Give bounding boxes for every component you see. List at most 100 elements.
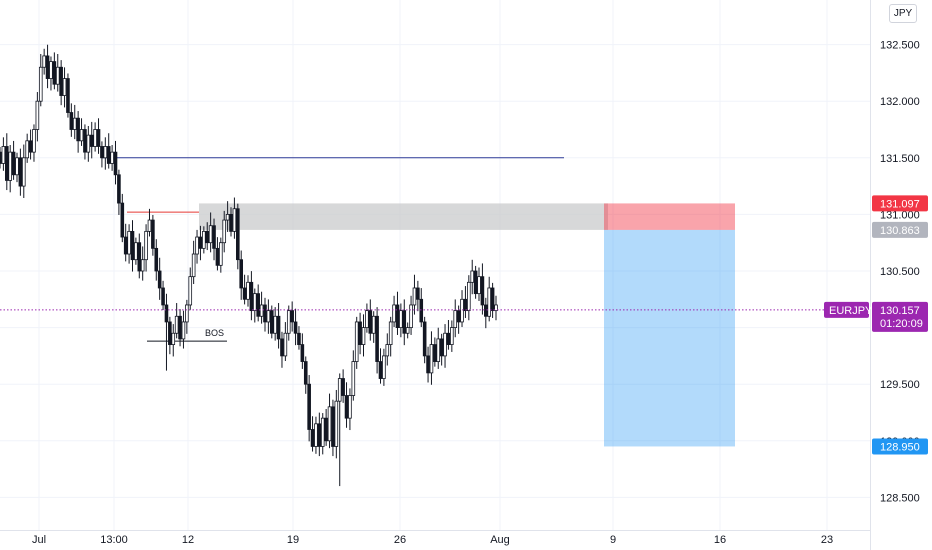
svg-text:130.863: 130.863 xyxy=(880,225,920,237)
currency-button[interactable]: JPY xyxy=(889,4,917,23)
price-tick-label: 131.500 xyxy=(880,153,920,165)
candle xyxy=(69,103,74,137)
candle xyxy=(443,324,447,368)
candle xyxy=(249,271,254,321)
candle xyxy=(198,225,203,261)
candle xyxy=(297,326,301,350)
price-tick-label: 128.500 xyxy=(880,492,920,504)
candle xyxy=(59,60,63,106)
time-axis[interactable]: Jul 13:00 12 19 26 Aug 9 16 23 xyxy=(32,534,833,546)
candle xyxy=(11,140,16,180)
candle xyxy=(283,322,288,361)
candle xyxy=(8,145,12,193)
candle xyxy=(487,276,492,322)
candle xyxy=(385,333,390,366)
candle xyxy=(426,346,430,383)
candle xyxy=(280,331,284,368)
candle xyxy=(266,299,271,334)
candle xyxy=(416,280,420,312)
zone-low-price-tag: 130.863 xyxy=(872,221,928,238)
candle xyxy=(395,291,400,335)
candle xyxy=(341,369,345,403)
short-position-target-zone[interactable] xyxy=(604,229,735,447)
price-tick-label: 132.500 xyxy=(880,40,920,52)
candle xyxy=(273,307,277,341)
time-tick-label: 23 xyxy=(821,534,833,546)
candle xyxy=(35,92,40,142)
candle xyxy=(195,229,199,264)
candle xyxy=(178,309,182,347)
candle xyxy=(480,263,485,315)
candle xyxy=(38,53,43,107)
candle xyxy=(161,280,165,311)
candle xyxy=(286,305,291,341)
candle xyxy=(130,220,135,272)
price-tick-label: 132.000 xyxy=(880,96,920,108)
candle xyxy=(358,312,362,355)
candle xyxy=(52,52,57,90)
candle xyxy=(66,73,70,118)
candle xyxy=(239,250,244,300)
candle xyxy=(402,299,407,346)
candle xyxy=(144,224,148,272)
candle xyxy=(93,122,97,152)
candle xyxy=(15,152,19,183)
time-tick-label: 12 xyxy=(182,534,194,546)
candle xyxy=(117,169,121,215)
price-tags: 131.097 130.863 128.950 130.15701:20:09EURJ… xyxy=(824,195,928,455)
candle xyxy=(49,56,53,91)
candle xyxy=(174,303,179,339)
candle xyxy=(42,48,46,75)
candle xyxy=(307,375,311,442)
symbol-text: EURJPY xyxy=(829,305,873,317)
candle xyxy=(276,303,281,349)
svg-text:131.097: 131.097 xyxy=(880,198,920,210)
candle xyxy=(225,201,230,232)
candle xyxy=(123,223,128,262)
candle xyxy=(446,320,451,350)
candle xyxy=(303,356,308,394)
candle xyxy=(28,129,33,160)
candle xyxy=(164,293,169,371)
candle xyxy=(212,218,216,261)
candle xyxy=(0,147,2,169)
candle xyxy=(351,350,356,401)
short-position-stop-zone[interactable] xyxy=(604,203,735,230)
candle xyxy=(120,193,125,243)
candle xyxy=(378,348,383,384)
candle xyxy=(62,67,67,108)
bos-label: BOS xyxy=(205,328,224,338)
candle xyxy=(433,337,437,367)
candle xyxy=(157,257,162,300)
candle xyxy=(151,214,155,256)
candle xyxy=(154,239,159,281)
target-price-tag: 128.950 xyxy=(872,438,928,455)
candle xyxy=(460,290,464,328)
candle xyxy=(320,413,325,455)
supply-zone[interactable] xyxy=(199,203,608,230)
price-tick-label: 129.500 xyxy=(880,379,920,391)
candle xyxy=(494,295,498,321)
candle xyxy=(4,133,9,191)
candle xyxy=(368,299,373,341)
time-tick-label: 16 xyxy=(714,534,726,546)
candle xyxy=(191,240,196,285)
candle xyxy=(484,297,488,329)
candle xyxy=(208,212,213,253)
candle xyxy=(263,297,267,332)
candle xyxy=(344,382,349,428)
price-axis[interactable]: 128.500129.000129.500130.000130.500131.0… xyxy=(880,40,920,505)
candle xyxy=(300,333,305,369)
candle xyxy=(222,210,227,253)
candle xyxy=(79,118,84,146)
candle xyxy=(181,310,186,349)
symbol-tag: EURJPY xyxy=(824,301,873,318)
candle xyxy=(140,246,145,281)
candle xyxy=(252,288,257,323)
candle xyxy=(110,145,114,171)
candle xyxy=(324,408,328,446)
candle xyxy=(229,207,233,237)
candle xyxy=(25,133,29,163)
